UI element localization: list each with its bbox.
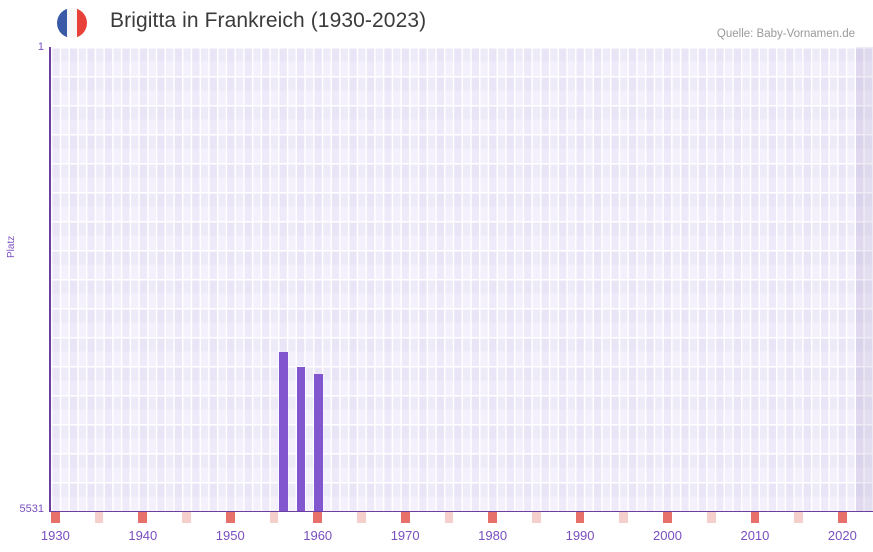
x-axis-marker <box>51 512 60 523</box>
grid-lines <box>51 47 873 511</box>
bar <box>279 352 288 511</box>
chart-header: Brigitta in Frankreich (1930-2023) Quell… <box>0 0 873 47</box>
x-axis-tick-label: 1980 <box>478 528 508 543</box>
shaded-future-region <box>855 47 873 511</box>
source-attribution: Quelle: Baby-Vornamen.de <box>716 28 855 40</box>
france-flag-icon <box>57 8 87 38</box>
x-axis-marker <box>313 512 323 523</box>
flag-band-white <box>66 8 77 38</box>
x-axis-tick-label: 1940 <box>128 528 158 543</box>
chart-title: Brigitta in Frankreich (1930-2023) <box>110 9 427 32</box>
y-axis-line <box>49 47 51 511</box>
y-axis-label: Platz <box>6 235 17 258</box>
x-axis-tick-label: 1990 <box>565 528 595 543</box>
x-axis-marker-minor <box>706 512 716 523</box>
x-axis-tick-label: 1950 <box>215 528 245 543</box>
plot-area <box>51 47 873 511</box>
bar <box>314 374 323 511</box>
x-axis-marker-minor <box>357 512 366 523</box>
x-axis-marker <box>225 512 235 523</box>
x-axis-tick-label: 2000 <box>653 528 682 543</box>
x-axis-marker-minor <box>444 512 454 523</box>
x-axis-marker <box>488 512 497 523</box>
x-axis-marker-minor <box>531 512 541 523</box>
x-axis-tick-label: 1970 <box>390 528 420 543</box>
x-axis-marker-minor <box>269 512 279 523</box>
flag-band-red <box>76 8 87 38</box>
x-axis-marker <box>663 512 672 523</box>
bar <box>296 367 306 511</box>
x-axis-marker-minor <box>94 512 104 523</box>
x-axis-marker <box>400 512 410 523</box>
x-axis-tick-label: 2020 <box>827 528 857 543</box>
x-axis-marker <box>750 512 760 523</box>
x-axis-marker-minor <box>794 512 804 523</box>
y-axis-tick-bottom: 5531 <box>19 503 44 515</box>
x-axis-tick-label: 2010 <box>740 528 770 543</box>
flag-band-blue <box>57 8 67 38</box>
x-axis-marker-minor <box>182 512 191 523</box>
x-axis-tick-label: 1960 <box>303 528 333 543</box>
y-axis-tick-top: 1 <box>37 41 44 53</box>
x-axis-marker-minor <box>619 512 629 523</box>
x-axis-marker <box>138 512 148 523</box>
x-axis-line <box>49 510 873 512</box>
x-axis-marker <box>575 512 585 523</box>
x-axis-marker <box>838 512 847 523</box>
x-axis-tick-label: 1930 <box>40 528 70 543</box>
